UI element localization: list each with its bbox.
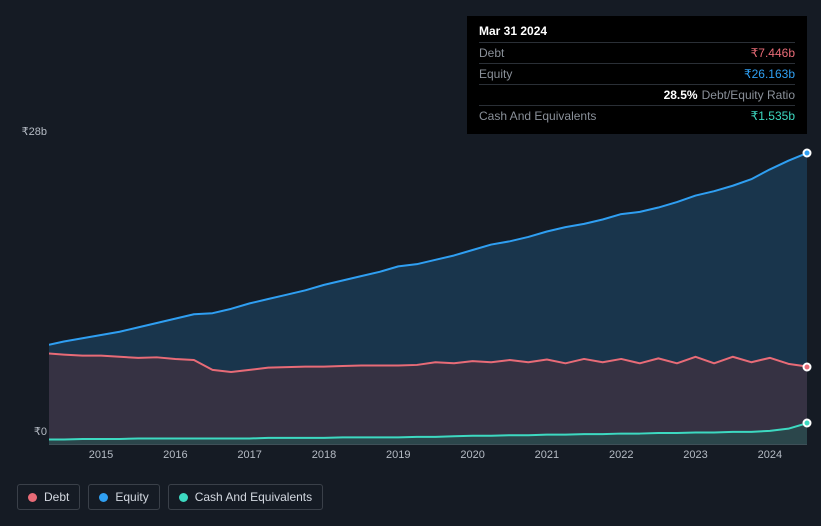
legend-item-cash[interactable]: Cash And Equivalents xyxy=(168,484,323,510)
tooltip-row-ratio: 28.5% Debt/Equity Ratio xyxy=(479,84,795,105)
tooltip-label: Equity xyxy=(479,67,512,81)
x-tick: 2019 xyxy=(386,449,410,461)
legend: Debt Equity Cash And Equivalents xyxy=(17,484,323,510)
tooltip-date: Mar 31 2024 xyxy=(479,24,795,42)
ratio-value: 28.5% xyxy=(664,88,698,102)
y-max-label: ₹28b xyxy=(17,125,47,138)
tooltip-label: Cash And Equivalents xyxy=(479,109,596,123)
legend-label: Cash And Equivalents xyxy=(195,490,312,504)
legend-item-debt[interactable]: Debt xyxy=(17,484,80,510)
x-tick: 2015 xyxy=(89,449,113,461)
tooltip-row-equity: Equity ₹26.163b xyxy=(479,63,795,84)
legend-swatch xyxy=(99,493,108,502)
x-tick: 2016 xyxy=(163,449,187,461)
plot-area[interactable] xyxy=(49,140,807,445)
tooltip-value: ₹26.163b xyxy=(744,67,795,81)
series-end-marker xyxy=(803,419,812,428)
tooltip-label: Debt xyxy=(479,46,504,60)
legend-label: Equity xyxy=(115,490,148,504)
series-end-marker xyxy=(803,362,812,371)
x-tick: 2020 xyxy=(460,449,484,461)
x-tick: 2022 xyxy=(609,449,633,461)
legend-label: Debt xyxy=(44,490,69,504)
y-min-label: ₹0 xyxy=(17,425,47,438)
chart-svg xyxy=(49,140,807,445)
legend-item-equity[interactable]: Equity xyxy=(88,484,159,510)
tooltip-value: ₹7.446b xyxy=(751,46,795,60)
tooltip-row-debt: Debt ₹7.446b xyxy=(479,42,795,63)
series-end-marker xyxy=(803,149,812,158)
tooltip-panel: Mar 31 2024 Debt ₹7.446b Equity ₹26.163b… xyxy=(467,16,807,134)
legend-swatch xyxy=(28,493,37,502)
x-tick: 2017 xyxy=(237,449,261,461)
tooltip-row-cash: Cash And Equivalents ₹1.535b xyxy=(479,105,795,126)
legend-swatch xyxy=(179,493,188,502)
chart: ₹28b ₹0 2015 2016 2017 2018 2019 2020 2021 2022… xyxy=(17,125,807,495)
ratio-label: Debt/Equity Ratio xyxy=(702,88,795,102)
x-tick: 2023 xyxy=(683,449,707,461)
x-axis: 2015 2016 2017 2018 2019 2020 2021 2022 2023 2024 xyxy=(49,449,807,465)
x-tick: 2021 xyxy=(535,449,559,461)
tooltip-value: ₹1.535b xyxy=(751,109,795,123)
x-tick: 2024 xyxy=(758,449,782,461)
x-tick: 2018 xyxy=(312,449,336,461)
